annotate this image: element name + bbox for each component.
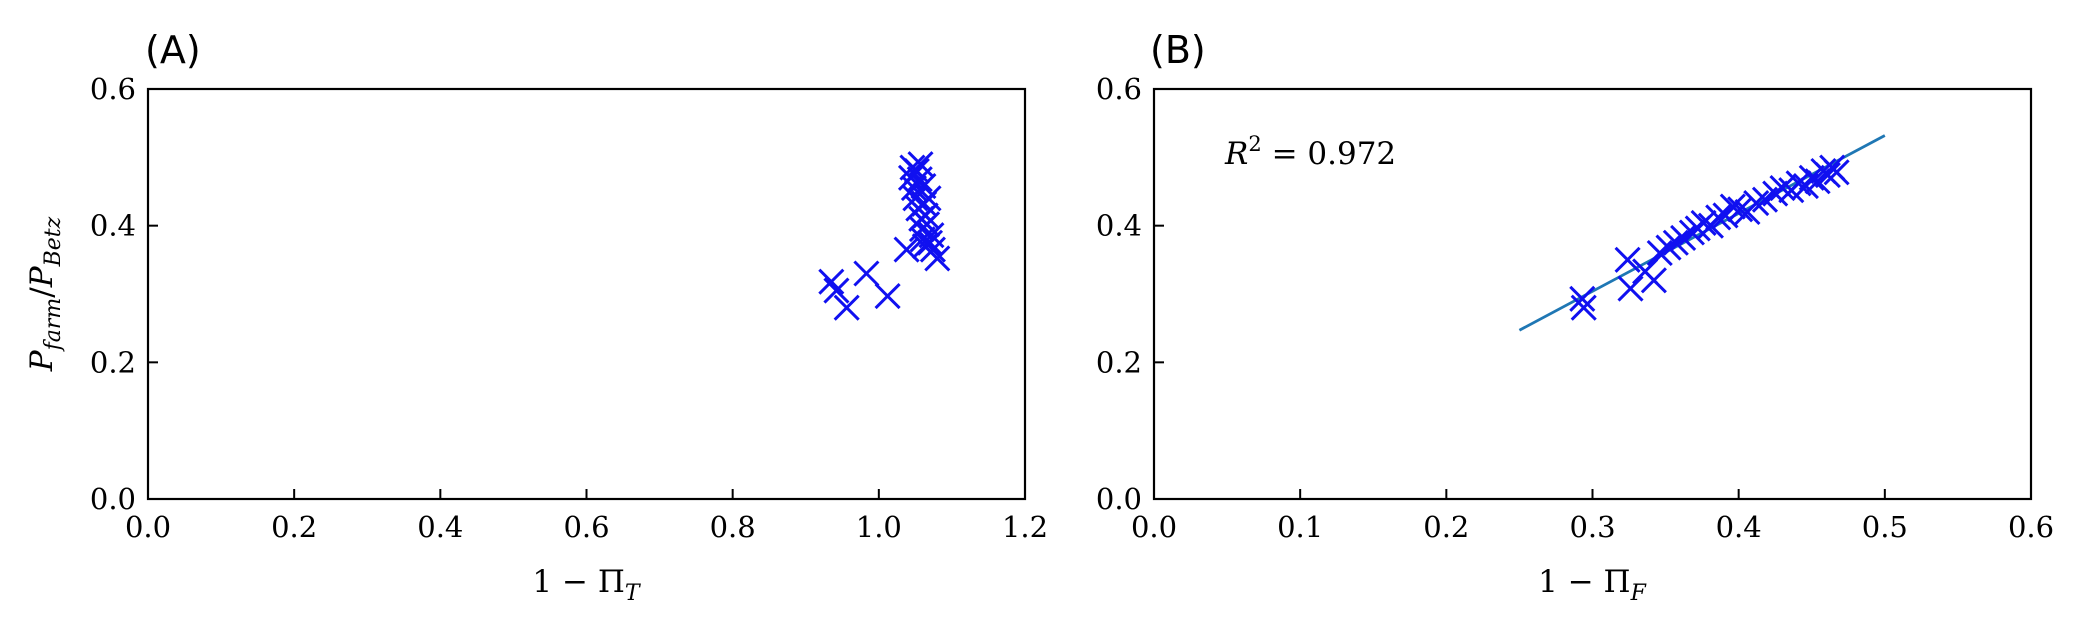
panel-a-point — [915, 185, 942, 212]
panel-a-xtick-label: 0.6 — [563, 510, 609, 544]
panel-a-xtick-label: 1.0 — [856, 510, 902, 544]
panel-a-ytick-label: 0.6 — [90, 72, 136, 106]
panel-a-ytick-label: 0.0 — [90, 482, 136, 516]
panel-a-point — [907, 151, 934, 178]
panel-b-point — [1640, 267, 1667, 294]
panel-a-point — [818, 268, 845, 295]
panel-b-point — [1769, 175, 1796, 202]
panel-a-points — [818, 151, 951, 321]
panel-a-ticks: 0.0 0.2 0.4 0.6 0.8 1.0 1.2 0.0 0.2 0.4 0.6 — [90, 72, 1048, 544]
panel-a-xtick-label: 0.8 — [710, 510, 756, 544]
panel-b-xtick-label: 0.5 — [1862, 510, 1908, 544]
panel-a-point — [919, 236, 946, 263]
panel-b-frame — [1152, 87, 2033, 501]
panel-b-point — [1617, 275, 1644, 302]
panel-a-point — [874, 282, 901, 310]
panel-b-point — [1798, 164, 1825, 191]
panel-b-point — [1705, 204, 1732, 231]
panel-b-point — [1823, 159, 1850, 186]
panel-a-point — [823, 277, 850, 304]
panel-b-xtick-label: 0.2 — [1423, 510, 1469, 544]
panel-a-xtick-label: 1.2 — [1002, 510, 1048, 544]
panel-b-ytick-label: 0.0 — [1096, 482, 1142, 516]
panel-b-xtick-label: 0.6 — [2008, 510, 2054, 544]
panel-a-xtick-label: 0.0 — [125, 510, 171, 544]
panel-a-frame — [146, 87, 1027, 501]
panel-a-point — [903, 157, 930, 185]
panel-b-ytick-label: 0.6 — [1096, 72, 1142, 106]
panel-b-point — [1655, 234, 1682, 261]
panel-b-point — [1727, 196, 1754, 223]
panel-a: (A) 0.0 0.2 0.4 0.6 0.8 1.0 1.2 0.0 0.2 0.4 0.6 1 … — [24, 28, 1048, 606]
panel-b-points — [1569, 154, 1850, 321]
panel-b-point — [1743, 190, 1770, 217]
panel-a-ylabel: Pfarm/PBetz — [24, 216, 66, 372]
panel-b-label: (B) — [1150, 28, 1206, 72]
panel-a-label: (A) — [145, 28, 201, 72]
panel-b-xtick-label: 0.0 — [1131, 510, 1177, 544]
panel-b-point — [1570, 294, 1597, 321]
panel-b-point — [1719, 193, 1746, 220]
panel-b-point — [1814, 162, 1841, 189]
panel-b-point — [1690, 209, 1717, 236]
panel-b-point — [1569, 285, 1596, 312]
panel-a-point — [853, 260, 880, 287]
panel-b-ytick-label: 0.2 — [1096, 345, 1142, 379]
panel-a-ytick-label: 0.4 — [90, 209, 136, 243]
panel-b-point — [1662, 229, 1689, 256]
panel-b-xtick-label: 0.1 — [1277, 510, 1323, 544]
panel-b-xtick-label: 0.4 — [1716, 510, 1762, 544]
panel-a-point — [924, 245, 951, 272]
panel-b-xtick-label: 0.3 — [1569, 510, 1615, 544]
panel-b-ticks: 0.0 0.1 0.2 0.3 0.4 0.5 0.6 0.0 0.2 0.4 0.6 — [1096, 72, 2054, 544]
panel-b-point — [1614, 246, 1641, 273]
panel-a-point — [833, 294, 860, 321]
panel-a-xtick-label: 0.4 — [417, 510, 463, 544]
panel-b-xlabel: 1 − ΠF — [1538, 564, 1646, 606]
panel-a-xlabel: 1 − ΠT — [532, 564, 641, 606]
panel-b: (B) 0.0 0.1 0.2 0.3 0.4 0.5 0.6 0.0 0.2 0.4 0.6 R2… — [1096, 28, 2054, 606]
svg-text:Pfarm/PBetz: Pfarm/PBetz — [24, 216, 66, 372]
panel-a-point — [916, 229, 944, 256]
panel-a-ytick-label: 0.2 — [90, 345, 136, 379]
panel-b-annotation: R2 = 0.972 — [1224, 132, 1396, 172]
panel-b-ytick-label: 0.4 — [1096, 209, 1142, 243]
panel-b-point — [1646, 239, 1673, 267]
panel-a-xtick-label: 0.2 — [271, 510, 317, 544]
